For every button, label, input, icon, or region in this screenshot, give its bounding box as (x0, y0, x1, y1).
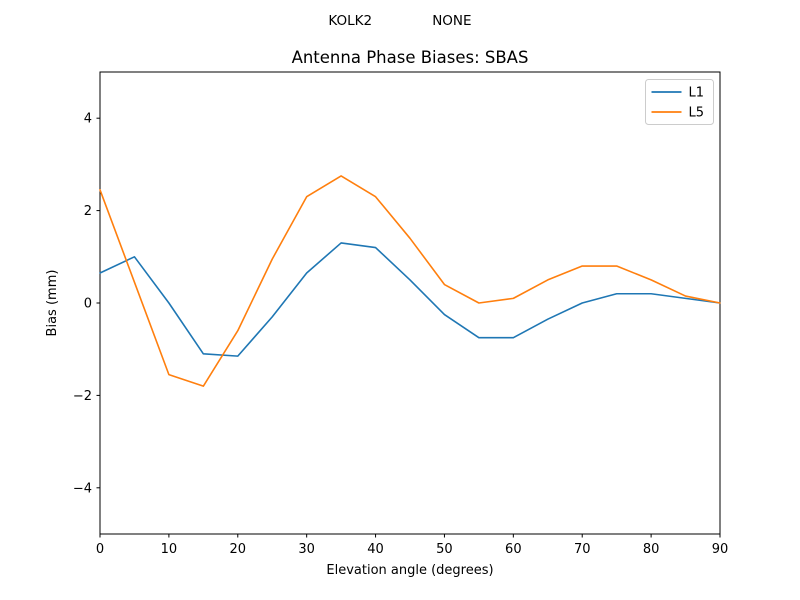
y-tick-label: 2 (84, 204, 92, 219)
figure-suptitle: KOLK2 NONE (328, 13, 472, 29)
x-tick-label: 20 (230, 542, 247, 557)
y-tick-label: −2 (73, 389, 92, 404)
x-axis-label: Elevation angle (degrees) (326, 563, 493, 578)
legend-box (645, 79, 714, 125)
y-tick-label: −4 (73, 481, 92, 496)
x-tick-label: 90 (712, 542, 729, 557)
series-line-l1 (99, 242, 721, 357)
x-tick-label: 50 (436, 542, 453, 557)
x-tick-label: 0 (96, 542, 104, 557)
x-tick-label: 10 (161, 542, 178, 557)
series-line-l5 (99, 175, 721, 387)
x-tick-label: 70 (574, 542, 591, 557)
y-axis-label: Bias (mm) (45, 270, 60, 337)
legend-label-l5: L5 (689, 106, 705, 121)
legend-label-l1: L1 (689, 86, 705, 101)
axes-frame (99, 71, 721, 535)
x-tick-label: 60 (505, 542, 522, 557)
x-tick-label: 40 (367, 542, 384, 557)
y-tick-label: 4 (84, 112, 92, 127)
x-tick-label: 80 (643, 542, 660, 557)
chart-title: Antenna Phase Biases: SBAS (292, 48, 529, 67)
plot-area: 0 10 20 30 40 50 60 70 80 90 −4 −2 0 2 4 (73, 71, 729, 557)
x-tick-label: 30 (298, 542, 315, 557)
y-tick-label: 0 (84, 297, 92, 312)
